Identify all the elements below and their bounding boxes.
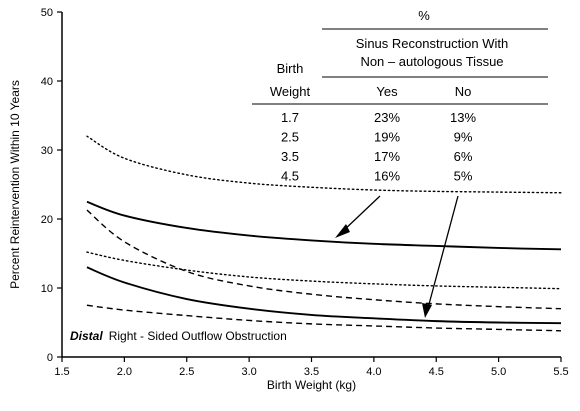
x-tick-label: 3.5 [304,366,319,378]
table-cell-no: 13% [450,110,476,125]
annotation-text: Distal Right - Sided Outflow Obstruction [70,329,287,343]
series-line-yes-solid [86,200,562,251]
table-cell-yes: 23% [374,110,400,125]
arrow-yes [341,195,381,233]
table-group-header-2: Non – autologous Tissue [360,54,503,69]
y-tick-label: 20 [41,214,53,226]
y-tick-label: 0 [47,352,53,364]
x-tick-label: 1.5 [54,366,69,378]
y-tick-label: 50 [41,7,53,19]
table-col1-header-2: Weight [270,84,311,99]
x-tick-label: 5.0 [491,366,506,378]
table-cell-weight: 4.5 [281,169,299,184]
series-line-no-solid [86,266,562,325]
y-tick-label: 10 [41,283,53,295]
table-cell-no: 5% [454,169,473,184]
table-no-header: No [455,84,472,99]
y-tick-label: 30 [41,145,53,157]
table-col1-header-1: Birth [277,61,304,76]
table-cell-weight: 1.7 [281,110,299,125]
table-cell-no: 6% [454,149,473,164]
table-cell-yes: 16% [374,169,400,184]
series-line-no-dashed [86,304,562,332]
table-cell-yes: 17% [374,149,400,164]
x-tick-label: 2.5 [179,366,194,378]
annotation: Distal Right - Sided Outflow Obstruction [70,329,287,343]
x-tick-label: 3.0 [241,366,256,378]
x-tick-label: 2.0 [117,366,132,378]
table-group-header-1: Sinus Reconstruction With [356,36,508,51]
series-line-yes-dashed [86,209,562,310]
series-line-no-dotted [86,251,562,290]
table-top-header: % [418,8,430,23]
arrow-no [427,195,459,309]
x-tick-label: 4.5 [429,366,444,378]
table-yes-header: Yes [376,84,398,99]
series-line-yes-dotted [86,135,562,194]
axes: 1.5 2.0 2.5 3.0 3.5 4.0 4.5 5.0 5.5 0 10 20 30 40 50 Bi… [8,7,569,392]
x-tick-label: 4.0 [366,366,381,378]
table-cell-yes: 19% [374,130,400,145]
annotation-rest: Right - Sided Outflow Obstruction [109,329,287,343]
x-tick-label: 5.5 [553,366,568,378]
table-cell-weight: 2.5 [281,130,299,145]
arrow-yes-head [335,224,350,238]
x-axis-title: Birth Weight (kg) [267,378,356,392]
plot-area [86,135,562,332]
annotation-bold: Distal [70,329,103,343]
table-cell-weight: 3.5 [281,149,299,164]
y-tick-label: 40 [41,76,53,88]
y-axis-title: Percent Reintervention Within 10 Years [8,80,22,289]
inset-table: % Sinus Reconstruction With Non – autologo… [252,8,548,184]
arrow-no-head [422,303,432,318]
table-cell-no: 9% [454,130,473,145]
